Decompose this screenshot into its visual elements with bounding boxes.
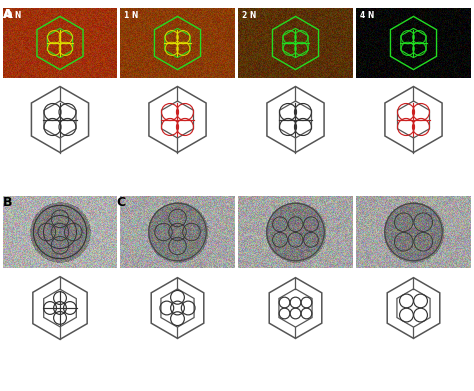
Text: 4 N: 4 N xyxy=(360,11,374,20)
Text: C: C xyxy=(116,196,125,209)
Text: 1 N: 1 N xyxy=(124,11,138,20)
Text: 2 N: 2 N xyxy=(242,11,256,20)
Text: A: A xyxy=(3,8,13,21)
Text: 0 N: 0 N xyxy=(7,11,21,20)
Text: B: B xyxy=(3,196,12,209)
Text: A: A xyxy=(3,8,13,21)
